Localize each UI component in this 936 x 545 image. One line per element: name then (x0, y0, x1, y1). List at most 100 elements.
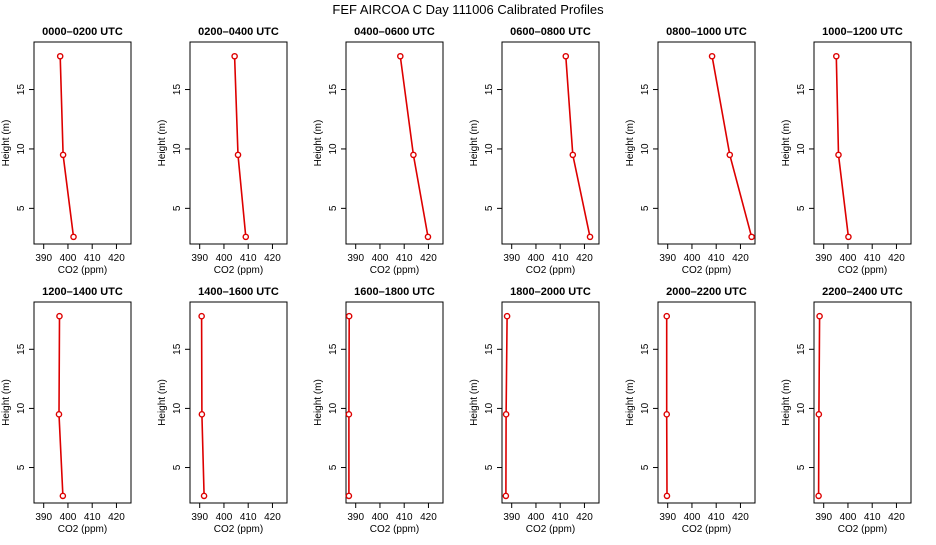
y-tick-label: 5 (640, 464, 651, 470)
panel-title: 2000–2200 UTC (666, 286, 747, 298)
x-tick-label: 410 (552, 512, 569, 523)
x-tick-label: 420 (732, 512, 749, 523)
x-tick-label: 390 (35, 512, 52, 523)
x-tick-label: 410 (864, 512, 881, 523)
x-tick-label: 420 (576, 512, 593, 523)
data-point (199, 314, 204, 319)
data-point (503, 493, 508, 498)
profile-line (235, 56, 246, 237)
main-title: FEF AIRCOA C Day 111006 Calibrated Profi… (332, 2, 604, 17)
y-tick-label: 10 (172, 143, 183, 155)
profile-line (712, 56, 752, 237)
panel-title: 0000–0200 UTC (42, 26, 123, 38)
x-axis-label: CO2 (ppm) (838, 265, 887, 276)
plot-frame (502, 302, 599, 503)
data-point (727, 152, 732, 157)
y-tick-label: 10 (328, 402, 339, 414)
x-axis-label: CO2 (ppm) (58, 265, 107, 276)
y-tick-label: 15 (640, 343, 651, 355)
data-point (346, 412, 351, 417)
y-axis-label: Height (m) (625, 120, 636, 167)
x-tick-label: 400 (60, 512, 77, 523)
y-axis-label: Height (m) (157, 120, 168, 167)
y-tick-label: 10 (640, 143, 651, 155)
profile-line (202, 316, 205, 496)
y-tick-label: 5 (328, 205, 339, 211)
x-tick-label: 410 (396, 253, 413, 264)
y-tick-label: 5 (328, 464, 339, 470)
x-axis-label: CO2 (ppm) (526, 265, 575, 276)
x-tick-label: 400 (372, 512, 389, 523)
x-tick-label: 420 (264, 253, 281, 264)
x-axis-label: CO2 (ppm) (370, 265, 419, 276)
plot-frame (814, 302, 911, 503)
y-tick-label: 10 (640, 402, 651, 414)
y-tick-label: 10 (796, 402, 807, 414)
x-tick-label: 400 (684, 512, 701, 523)
y-axis-label: Height (m) (157, 379, 168, 426)
x-tick-label: 410 (84, 512, 101, 523)
y-tick-label: 5 (484, 464, 495, 470)
panel-title: 2200–2400 UTC (822, 286, 903, 298)
y-tick-label: 15 (484, 84, 495, 96)
panel-title: 1200–1400 UTC (42, 286, 123, 298)
data-point (425, 234, 430, 239)
x-tick-label: 390 (503, 512, 520, 523)
panel-title: 1800–2000 UTC (510, 286, 591, 298)
plot-frame (34, 302, 131, 503)
x-tick-label: 400 (528, 512, 545, 523)
x-tick-label: 400 (372, 253, 389, 264)
panel-title: 0400–0600 UTC (354, 26, 435, 38)
x-axis-label: CO2 (ppm) (682, 265, 731, 276)
y-tick-label: 15 (172, 84, 183, 96)
panel-title: 1000–1200 UTC (822, 26, 903, 38)
y-tick-label: 5 (172, 464, 183, 470)
y-tick-label: 5 (796, 205, 807, 211)
y-tick-label: 10 (16, 402, 27, 414)
x-tick-label: 420 (576, 253, 593, 264)
y-tick-label: 10 (172, 402, 183, 414)
y-tick-label: 15 (328, 84, 339, 96)
data-point (58, 54, 63, 59)
data-point (57, 314, 62, 319)
data-point (816, 493, 821, 498)
y-axis-label: Height (m) (313, 120, 324, 167)
y-tick-label: 15 (796, 84, 807, 96)
data-point (749, 234, 754, 239)
data-point (709, 54, 714, 59)
data-point (664, 412, 669, 417)
y-tick-label: 5 (484, 205, 495, 211)
x-tick-label: 390 (347, 253, 364, 264)
panel-title: 0600–0800 UTC (510, 26, 591, 38)
x-tick-label: 400 (528, 253, 545, 264)
data-point (664, 493, 669, 498)
x-tick-label: 410 (864, 253, 881, 264)
x-axis-label: CO2 (ppm) (526, 524, 575, 535)
x-tick-label: 410 (708, 512, 725, 523)
x-tick-label: 390 (347, 512, 364, 523)
profile-line (506, 316, 507, 496)
plot-frame (346, 302, 443, 503)
plot-frame (190, 302, 287, 503)
y-tick-label: 10 (484, 402, 495, 414)
plot-frame (34, 42, 131, 244)
x-axis-label: CO2 (ppm) (214, 265, 263, 276)
y-tick-label: 5 (16, 205, 27, 211)
y-tick-label: 5 (172, 205, 183, 211)
x-tick-label: 420 (264, 512, 281, 523)
y-tick-label: 15 (328, 343, 339, 355)
profile-line (400, 56, 428, 237)
data-point (563, 54, 568, 59)
data-point (570, 152, 575, 157)
y-tick-label: 10 (328, 143, 339, 155)
y-tick-label: 15 (796, 343, 807, 355)
data-point (235, 152, 240, 157)
data-point (61, 152, 66, 157)
x-tick-label: 400 (216, 253, 233, 264)
